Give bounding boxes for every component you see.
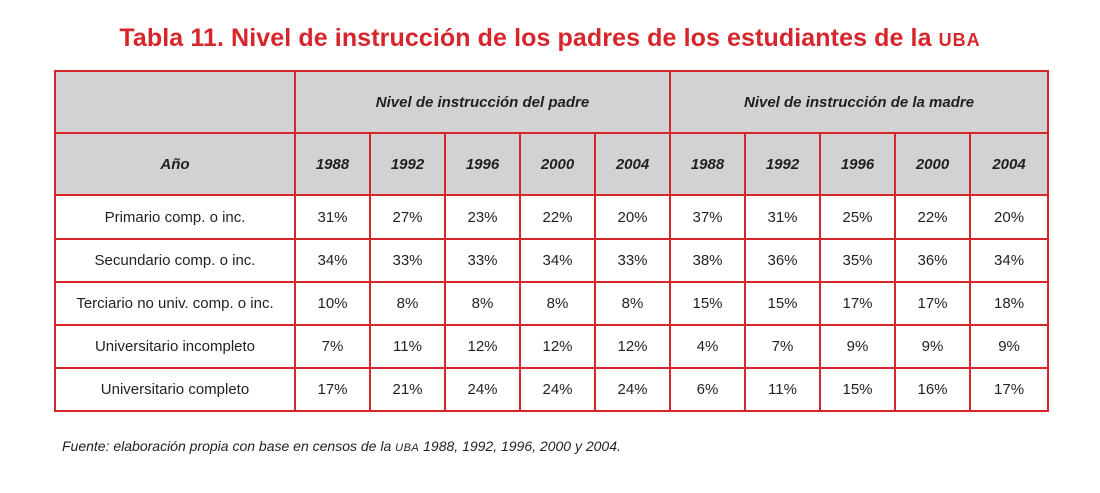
- header-year: 1992: [744, 132, 822, 196]
- footnote-text: Fuente: elaboración propia con base en c…: [62, 438, 396, 454]
- table-row: Secundario comp. o inc. 34% 33% 33% 34% …: [54, 238, 1050, 283]
- cell-madre: 11%: [744, 367, 822, 412]
- cell-madre: 9%: [819, 324, 897, 369]
- header-year: 1996: [819, 132, 897, 196]
- header-year: 1996: [444, 132, 521, 196]
- header-year: 2000: [519, 132, 596, 196]
- row-label: Terciario no univ. comp. o inc.: [54, 281, 296, 326]
- cell-madre: 34%: [969, 238, 1050, 283]
- cell-padre: 34%: [519, 238, 596, 283]
- header-year-label: Año: [54, 132, 296, 196]
- cell-padre: 33%: [593, 238, 672, 283]
- cell-madre: 38%: [669, 238, 747, 283]
- cell-madre: 35%: [819, 238, 897, 283]
- cell-padre: 12%: [519, 324, 596, 369]
- cell-padre: 12%: [444, 324, 521, 369]
- header-madre: Nivel de instrucción de la madre: [669, 70, 1050, 134]
- cell-madre: 22%: [894, 194, 972, 240]
- cell-madre: 16%: [894, 367, 972, 412]
- empty-header-cell: [54, 70, 296, 134]
- source-footnote: Fuente: elaboración propia con base en c…: [62, 438, 621, 454]
- title-text: Tabla 11. Nivel de instrucción de los pa…: [119, 24, 939, 52]
- education-table: Nivel de instrucción del padre Nivel de …: [54, 70, 1050, 412]
- group-header-row: Nivel de instrucción del padre Nivel de …: [54, 70, 1050, 134]
- header-padre: Nivel de instrucción del padre: [293, 70, 672, 134]
- cell-padre: 34%: [294, 238, 371, 283]
- cell-padre: 8%: [593, 281, 672, 326]
- cell-padre: 22%: [519, 194, 596, 240]
- cell-padre: 8%: [369, 281, 446, 326]
- title-acronym: UBA: [938, 30, 981, 50]
- cell-padre: 20%: [593, 194, 672, 240]
- row-label: Primario comp. o inc.: [54, 194, 296, 240]
- row-label: Universitario completo: [54, 367, 296, 412]
- cell-madre: 9%: [894, 324, 972, 369]
- cell-padre: 10%: [294, 281, 371, 326]
- cell-madre: 18%: [969, 281, 1050, 326]
- row-label: Universitario incompleto: [54, 324, 296, 369]
- header-year: 1988: [669, 132, 747, 196]
- cell-padre: 21%: [369, 367, 446, 412]
- cell-madre: 17%: [894, 281, 972, 326]
- cell-madre: 15%: [669, 281, 747, 326]
- row-label: Secundario comp. o inc.: [54, 238, 296, 283]
- header-year: 1988: [294, 132, 371, 196]
- cell-padre: 11%: [369, 324, 446, 369]
- cell-madre: 6%: [669, 367, 747, 412]
- cell-madre: 37%: [669, 194, 747, 240]
- cell-padre: 24%: [519, 367, 596, 412]
- cell-padre: 24%: [593, 367, 672, 412]
- cell-madre: 7%: [744, 324, 822, 369]
- cell-padre: 7%: [294, 324, 371, 369]
- cell-madre: 36%: [894, 238, 972, 283]
- footnote-years: 1988, 1992, 1996, 2000 y 2004.: [419, 438, 621, 454]
- header-year: 2004: [969, 132, 1050, 196]
- cell-padre: 23%: [444, 194, 521, 240]
- cell-padre: 24%: [444, 367, 521, 412]
- header-year: 1992: [369, 132, 446, 196]
- cell-padre: 33%: [444, 238, 521, 283]
- table-row: Universitario incompleto 7% 11% 12% 12% …: [54, 324, 1050, 369]
- cell-padre: 12%: [593, 324, 672, 369]
- header-year: 2004: [593, 132, 672, 196]
- header-year: 2000: [894, 132, 972, 196]
- year-header-row: Año 1988 1992 1996 2000 2004 1988 1992 1…: [54, 132, 1050, 196]
- cell-madre: 17%: [819, 281, 897, 326]
- cell-madre: 15%: [744, 281, 822, 326]
- cell-padre: 8%: [444, 281, 521, 326]
- table-row: Primario comp. o inc. 31% 27% 23% 22% 20…: [54, 194, 1050, 240]
- cell-madre: 31%: [744, 194, 822, 240]
- cell-madre: 9%: [969, 324, 1050, 369]
- cell-madre: 36%: [744, 238, 822, 283]
- table-title: Tabla 11. Nivel de instrucción de los pa…: [0, 24, 1100, 53]
- cell-madre: 17%: [969, 367, 1050, 412]
- footnote-acronym: UBA: [395, 442, 420, 454]
- cell-madre: 4%: [669, 324, 747, 369]
- cell-padre: 33%: [369, 238, 446, 283]
- cell-padre: 31%: [294, 194, 371, 240]
- cell-padre: 8%: [519, 281, 596, 326]
- cell-padre: 17%: [294, 367, 371, 412]
- cell-madre: 20%: [969, 194, 1050, 240]
- table-row: Terciario no univ. comp. o inc. 10% 8% 8…: [54, 281, 1050, 326]
- cell-padre: 27%: [369, 194, 446, 240]
- table-row: Universitario completo 17% 21% 24% 24% 2…: [54, 367, 1050, 412]
- cell-madre: 25%: [819, 194, 897, 240]
- cell-madre: 15%: [819, 367, 897, 412]
